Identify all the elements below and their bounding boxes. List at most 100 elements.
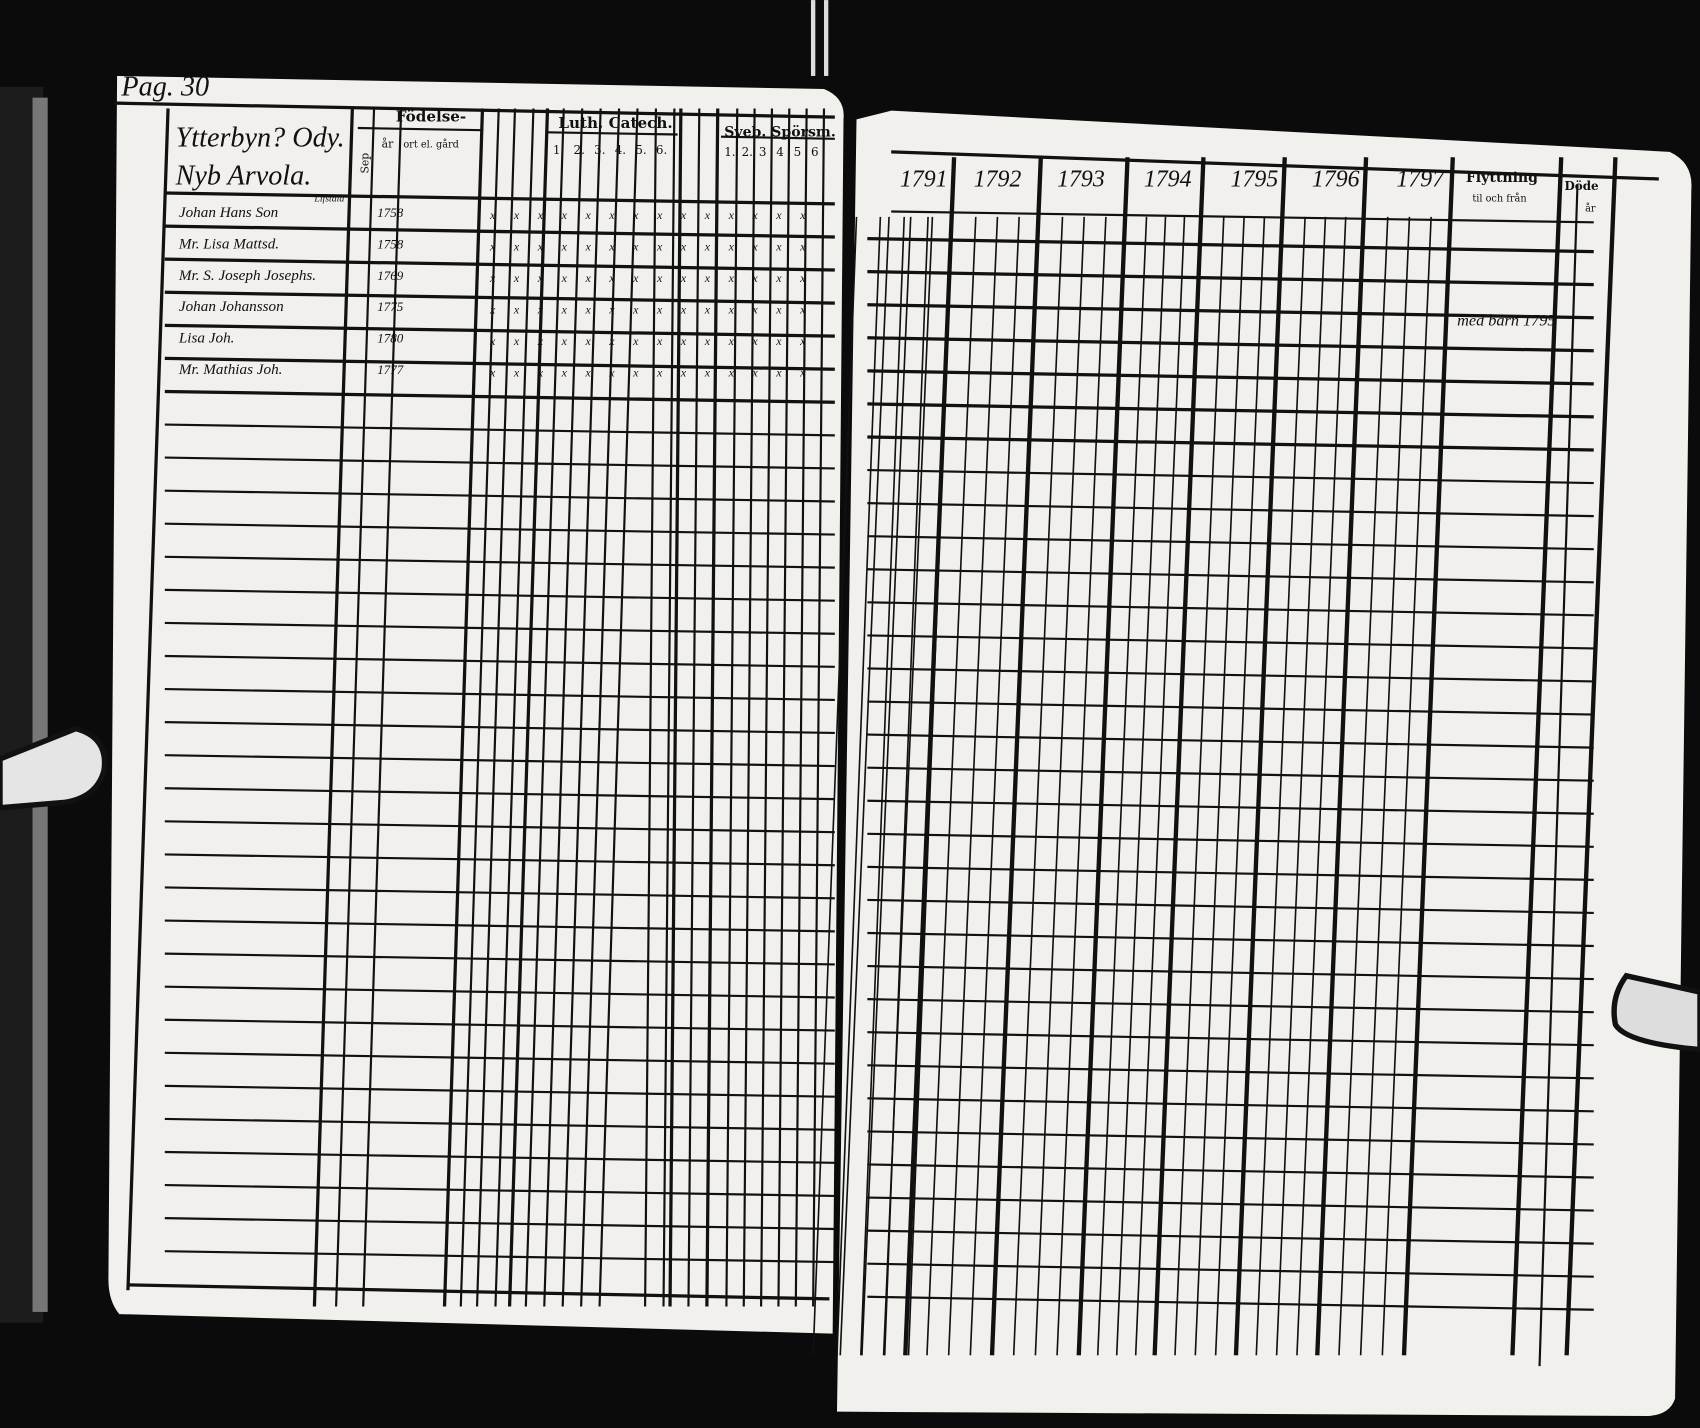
exam-mark: x (489, 334, 496, 348)
row-line (164, 754, 835, 768)
year-column-line (1233, 157, 1287, 1356)
column-line (687, 108, 701, 1307)
entry-birth-year: 1758 (377, 205, 404, 220)
exam-mark: x (775, 365, 782, 379)
year-column-line (1315, 157, 1369, 1356)
bottom-rule (127, 1283, 830, 1301)
row-line (164, 1084, 835, 1098)
exam-mark: x (728, 240, 735, 254)
exam-mark: x (632, 365, 639, 379)
exam-mark: x (632, 302, 639, 316)
column-line (668, 108, 683, 1307)
exam-mark: x (656, 365, 663, 379)
row-line (164, 489, 835, 503)
row-line (867, 1130, 1594, 1146)
exam-mark: x (680, 365, 687, 379)
margin-line (126, 108, 170, 1291)
row-line (867, 502, 1594, 518)
top-rule (891, 150, 1659, 181)
row-line (164, 423, 835, 437)
exam-mark: x (704, 302, 711, 316)
exam-mark: x (751, 365, 758, 379)
exam-mark: x (561, 302, 568, 316)
exam-mark: x (656, 240, 663, 254)
subcolumn-line (836, 216, 882, 1356)
row-line (867, 1229, 1594, 1245)
exam-mark: x (537, 302, 544, 316)
exam-mark: x (680, 208, 687, 222)
exam-mark: x (584, 208, 591, 222)
column-line (580, 108, 621, 1307)
place-heading: Ytterbyn? Ody. (176, 122, 345, 153)
exam-mark: x (751, 208, 758, 222)
column-line (475, 108, 517, 1307)
exam-mark: x (799, 208, 806, 222)
exam-mark: x (513, 334, 520, 348)
column-line (335, 108, 376, 1307)
exam-mark: x (632, 271, 639, 285)
moving-note: med barn 1795 (1457, 311, 1555, 329)
header-sveb-sporsm: Sveb. Spörsm. (724, 125, 836, 141)
exam-mark: x (537, 365, 544, 379)
exam-mark: x (751, 302, 758, 316)
exam-mark: x (775, 302, 782, 316)
exam-mark: x (799, 302, 806, 316)
exam-mark: x (584, 334, 591, 348)
row-line (867, 766, 1594, 782)
year-column-line (1510, 157, 1564, 1356)
subcolumn-line (1296, 216, 1347, 1356)
entry-birth-year: 1758 (377, 236, 404, 251)
exam-mark: x (728, 334, 735, 348)
column-line (794, 108, 808, 1307)
entry-name: Mr. Lisa Mattsd. (178, 235, 279, 252)
exam-mark: x (489, 302, 496, 316)
year-column-line (1564, 157, 1618, 1356)
row-line (164, 389, 835, 404)
row-line (867, 964, 1594, 981)
header-rule (547, 131, 678, 136)
subcolumn-line (1255, 216, 1306, 1356)
exam-mark: x (799, 365, 806, 379)
left-page (108, 75, 844, 1334)
row-line (867, 1295, 1594, 1311)
row-line (867, 568, 1594, 584)
exam-mark: x (799, 271, 806, 285)
entry-name: Johan Johansson (179, 298, 284, 315)
exam-mark: x (656, 334, 663, 348)
exam-mark: x (728, 302, 735, 316)
row-line (867, 1163, 1594, 1179)
exam-mark: x (608, 271, 615, 285)
column-line (524, 108, 565, 1307)
row-line (164, 1117, 835, 1131)
year-column-line (1152, 157, 1206, 1356)
exam-mark: x (656, 208, 663, 222)
luth-col-label: 4. (615, 143, 626, 157)
luth-col-label: 1. (553, 143, 564, 157)
exam-mark: x (704, 334, 711, 348)
row-line (164, 985, 835, 999)
row-line (867, 1064, 1594, 1080)
exam-mark: x (632, 334, 639, 348)
column-line (742, 108, 756, 1307)
row-line (164, 952, 835, 966)
thumb-left (0, 725, 108, 811)
exam-mark: x (537, 334, 544, 348)
entry-birth-year: 1780 (377, 331, 404, 346)
header-sep: Sep (359, 153, 372, 174)
exam-mark: x (584, 271, 591, 285)
row-line (867, 435, 1594, 452)
subcolumn-line (812, 216, 858, 1356)
subcolumn-line (1134, 216, 1186, 1356)
row-line (867, 303, 1594, 320)
column-line (543, 108, 584, 1307)
column-line (760, 108, 774, 1307)
row-line (164, 290, 835, 305)
row-line (867, 336, 1594, 353)
sveb-col-label: 6 (811, 145, 819, 159)
entry-note: Lifstala (313, 194, 344, 205)
header-dode-sub: år (1585, 202, 1596, 214)
spine-marker (810, 0, 816, 76)
row-line (867, 369, 1594, 386)
row-line (164, 787, 835, 801)
row-line (164, 721, 835, 735)
